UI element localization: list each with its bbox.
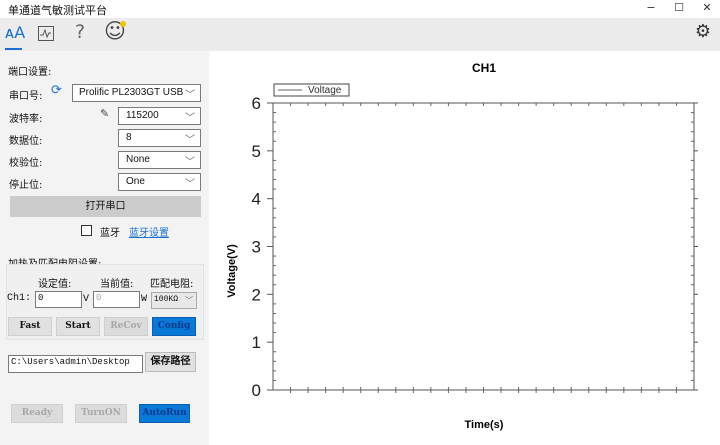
maximize-button[interactable]: ☐: [674, 1, 684, 14]
baud-select[interactable]: 115200 ﹀: [118, 107, 201, 125]
bluetooth-label: 蓝牙: [100, 228, 120, 239]
left-panel: 端口设置: 串口号: ⟳ Prolific PL2303GT USB Se﹀ 波…: [0, 51, 209, 445]
port-label: 串口号:: [9, 91, 43, 102]
legend-label: Voltage: [308, 85, 342, 96]
chevron-down-icon: ﹀: [185, 297, 193, 306]
y-tick-label: 0: [252, 381, 261, 400]
stop-bits-label: 停止位:: [9, 180, 43, 191]
config-button[interactable]: Config: [152, 317, 196, 336]
ready-button[interactable]: Ready: [11, 404, 63, 423]
save-path-input[interactable]: C:\Users\admin\Desktop: [8, 355, 143, 373]
y-tick-label: 5: [252, 142, 261, 161]
chevron-down-icon: ﹀: [185, 90, 195, 101]
current-unit: W: [141, 294, 148, 305]
current-value-label: 当前值:: [100, 279, 134, 290]
start-button[interactable]: Start: [56, 317, 100, 336]
close-button[interactable]: ✕: [702, 1, 712, 14]
parity-label: 校验位:: [9, 158, 43, 169]
set-unit: V: [83, 294, 90, 305]
stop-bits-value: One: [126, 176, 145, 187]
font-settings-icon[interactable]: ᴀA: [4, 23, 26, 42]
save-path-button[interactable]: 保存路径: [145, 352, 196, 372]
data-bits-value: 8: [126, 132, 132, 143]
y-tick-label: 4: [252, 190, 261, 209]
turnon-button[interactable]: TurnON: [75, 404, 127, 423]
chart-title: CH1: [472, 61, 496, 75]
match-resistance-label: 匹配电阻:: [150, 279, 194, 290]
port-select[interactable]: Prolific PL2303GT USB Se﹀: [72, 84, 201, 102]
plot-area: [272, 102, 695, 391]
y-axis-label: Voltage(V): [226, 244, 238, 298]
set-value-label: 设定值:: [38, 279, 72, 290]
parity-value: None: [126, 154, 150, 165]
channel-label: Ch1:: [7, 293, 32, 304]
match-resistance-value: 100KΩ: [154, 295, 179, 304]
x-axis-label: Time(s): [465, 419, 504, 431]
chevron-down-icon: ﹀: [185, 135, 195, 146]
parity-select[interactable]: None ﹀: [118, 151, 201, 169]
active-tab-indicator: [5, 48, 22, 50]
chart-icon[interactable]: [38, 26, 54, 41]
chevron-down-icon: ﹀: [185, 113, 195, 124]
minimize-button[interactable]: −: [646, 1, 656, 14]
title-bar: 单通道气敏测试平台 − ☐ ✕: [0, 0, 720, 18]
chevron-down-icon: ﹀: [185, 179, 195, 190]
current-value-input: 0: [93, 291, 140, 308]
data-bits-select[interactable]: 8 ﹀: [118, 129, 201, 147]
fast-button[interactable]: Fast: [8, 317, 52, 336]
port-value: Prolific PL2303GT USB Se: [79, 87, 183, 98]
baud-label: 波特率:: [9, 114, 43, 125]
legend: Voltage: [273, 83, 350, 97]
y-tick-label: 1: [252, 333, 261, 352]
y-tick-label: 2: [252, 285, 261, 304]
set-value-input[interactable]: 0: [35, 291, 82, 308]
match-resistance-select[interactable]: 100KΩ ﹀: [151, 292, 197, 309]
autorun-button[interactable]: AutoRun: [139, 404, 190, 423]
chevron-down-icon: ﹀: [185, 157, 195, 168]
voltage-chart: CH1 Voltage Voltage(V) Time(s) 0 1 2 3 4 5 6: [226, 61, 698, 431]
data-bits-label: 数据位:: [9, 136, 43, 147]
y-tick-label: 3: [252, 238, 261, 257]
baud-value: 115200: [126, 110, 159, 121]
open-port-button[interactable]: 打开串口: [10, 196, 201, 217]
bluetooth-checkbox[interactable]: [81, 225, 92, 236]
help-icon[interactable]: ?: [74, 21, 86, 43]
bluetooth-settings-link[interactable]: 蓝牙设置: [129, 228, 169, 239]
stop-bits-select[interactable]: One ﹀: [118, 173, 201, 191]
notification-badge: [120, 21, 126, 27]
window-title: 单通道气敏测试平台: [8, 4, 107, 17]
settings-icon[interactable]: ⚙: [694, 21, 712, 42]
toolbar: ᴀA ? ☺ ⚙: [0, 18, 720, 51]
y-tick-label: 6: [252, 94, 261, 113]
refresh-icon[interactable]: ⟳: [51, 83, 62, 98]
serial-heading: 端口设置:: [8, 67, 52, 78]
recov-button[interactable]: ReCov: [104, 317, 148, 336]
legend-box: [273, 83, 350, 97]
edit-icon[interactable]: ✎: [100, 107, 110, 120]
